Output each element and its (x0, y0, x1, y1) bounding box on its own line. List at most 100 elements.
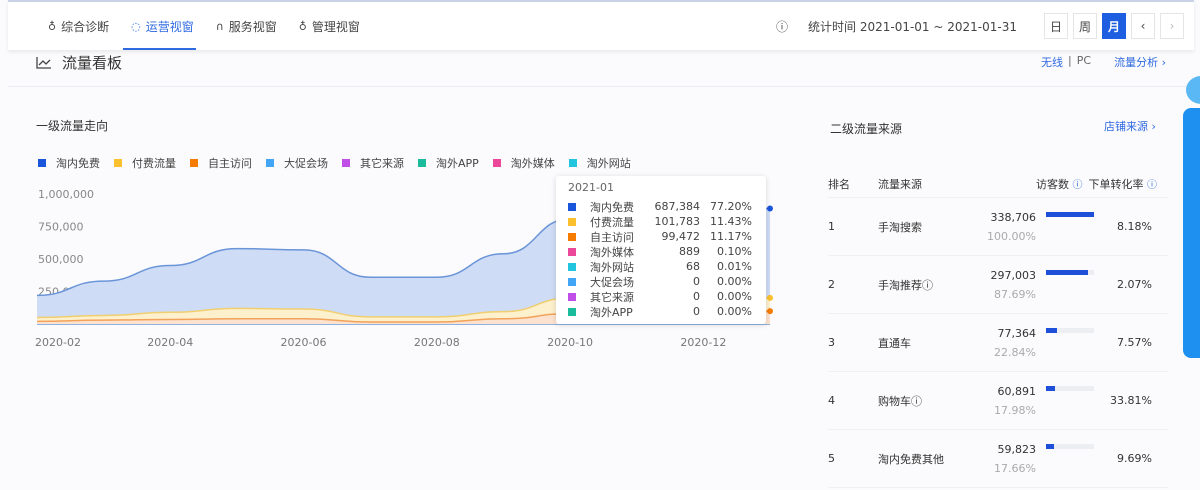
visitor-share: 22.84% (994, 346, 1036, 359)
visitors: 77,364 (997, 327, 1037, 340)
tooltip-series: 淘内免费 (590, 200, 634, 214)
table-row[interactable]: 1 手淘搜索 338,706 100.00% 8.18% (828, 198, 1168, 256)
visitor-bar (1046, 386, 1094, 391)
source-name: 直通车 (878, 336, 911, 350)
mascot-icon[interactable] (1186, 76, 1200, 104)
visitor-bar (1046, 328, 1094, 333)
legend-swatch (190, 159, 198, 167)
tab-3[interactable]: ♁ 管理视窗 (299, 2, 360, 50)
y-tick-label: 750,000 (38, 221, 84, 234)
visitor-bar (1046, 212, 1094, 217)
tooltip-value: 0 (693, 275, 700, 288)
tooltip-swatch (568, 247, 576, 256)
rank: 5 (828, 452, 835, 465)
top-nav-bar: ♁ 综合诊断 ◌ 运营视窗 ∩ 服务视窗 ♁ 管理视窗 ⓘ 统计时间 2021-01-01 ~… (8, 0, 1194, 50)
legend-item[interactable]: 大促会场 (266, 155, 328, 171)
x-tick-label: 2020-10 (547, 336, 593, 349)
legend-item[interactable]: 淘外网站 (568, 155, 631, 171)
device-pc-link[interactable]: PC (1076, 54, 1092, 67)
tooltip-value: 0 (693, 305, 700, 318)
legend-label: 其它来源 (360, 157, 404, 170)
col-conversion[interactable]: 下单转化率 ⓘ (1088, 177, 1158, 191)
legend-swatch (568, 159, 577, 167)
info-icon: ⓘ (922, 278, 933, 292)
x-tick-label: 2020-04 (147, 336, 193, 349)
tooltip-series: 其它来源 (590, 290, 634, 304)
shop-source-link[interactable]: 店铺来源 › (1104, 120, 1156, 133)
tooltip-value: 68 (686, 260, 700, 273)
chart-legend: 淘内免费 付费流量 自主访问 大促会场 其它来源 淘外APP 淘外媒体 淘外网站 (38, 155, 645, 171)
legend-item[interactable]: 其它来源 (342, 155, 404, 171)
visitor-share: 87.69% (994, 288, 1036, 301)
visitors: 297,003 (990, 269, 1037, 282)
next-period-button[interactable]: › (1160, 13, 1184, 39)
tooltip-pct: 11.17% (710, 230, 752, 243)
tooltip-row: 其它来源 0 0.00% (568, 289, 754, 304)
device-wireless-link[interactable]: 无线 (1041, 56, 1064, 69)
tab-label: 服务视窗 (228, 19, 277, 34)
legend-label: 淘外媒体 (510, 157, 555, 170)
x-tick-label: 2020-06 (281, 336, 327, 349)
tooltip-pct: 0.00% (717, 290, 752, 303)
tooltip-swatch (568, 277, 576, 286)
rank: 1 (828, 220, 835, 233)
col-rank: 排名 (828, 177, 850, 191)
tooltip-row: 付费流量 101,783 11.43% (568, 214, 754, 229)
rank: 4 (828, 394, 835, 407)
tooltip-value: 101,783 (654, 215, 701, 228)
device-separator: | (1068, 54, 1072, 67)
info-icon[interactable]: ⓘ (776, 19, 789, 34)
legend-item[interactable]: 淘外APP (418, 155, 479, 171)
tab-label: 运营视窗 (145, 19, 194, 34)
tooltip-row: 淘内免费 687,384 77.20% (568, 199, 754, 214)
tooltip-value: 0 (693, 290, 700, 303)
tooltip-swatch (568, 232, 576, 241)
tooltip-series: 淘外APP (590, 305, 633, 319)
tab-1[interactable]: ◌ 运营视窗 (123, 2, 196, 50)
legend-label: 淘外网站 (586, 157, 631, 170)
data-point (767, 308, 773, 315)
shield-icon: ◌ (131, 19, 141, 33)
legend-swatch (266, 159, 274, 167)
day-button[interactable]: 日 (1044, 13, 1068, 39)
table-row[interactable]: 3 直通车 77,364 22.84% 7.57% (828, 314, 1168, 372)
source-name: 购物车ⓘ (878, 394, 922, 408)
week-button[interactable]: 周 (1073, 13, 1097, 39)
y-tick-label: 500,000 (38, 253, 84, 266)
conversion-rate: 7.57% (1117, 336, 1152, 349)
legend-item[interactable]: 淘内免费 (38, 155, 100, 171)
visitor-share: 100.00% (987, 230, 1036, 243)
secondary-traffic-title: 二级流量来源 (830, 122, 903, 136)
tooltip-title: 2021-01 (568, 181, 614, 194)
table-header: 排名 流量来源 访客数 ⓘ 下单转化率 ⓘ (828, 170, 1168, 198)
table-row[interactable]: 4 购物车ⓘ 60,891 17.98% 33.81% (828, 372, 1168, 430)
conversion-rate: 9.69% (1117, 452, 1152, 465)
legend-item[interactable]: 付费流量 (114, 155, 176, 171)
legend-item[interactable]: 自主访问 (190, 155, 252, 171)
source-name: 手淘推荐ⓘ (878, 278, 933, 292)
date-controls: ⓘ 统计时间 2021-01-01 ~ 2021-01-31 日 周 月 ‹ › (776, 13, 1184, 39)
legend-swatch (418, 159, 426, 167)
view-tabs: ♁ 综合诊断 ◌ 运营视窗 ∩ 服务视窗 ♁ 管理视窗 (48, 2, 382, 50)
traffic-analysis-link[interactable]: 流量分析 › (1114, 56, 1166, 69)
col-source: 流量来源 (878, 177, 922, 191)
tooltip-series: 淘外媒体 (590, 245, 634, 259)
line-chart-icon (36, 56, 51, 69)
prev-period-button[interactable]: ‹ (1131, 13, 1155, 39)
visitors: 59,823 (997, 443, 1037, 456)
col-visitors[interactable]: 访客数 ⓘ (1036, 177, 1083, 191)
legend-item[interactable]: 淘外媒体 (492, 155, 555, 171)
tab-label: 综合诊断 (61, 19, 110, 34)
source-name: 手淘搜索 (878, 220, 922, 234)
month-button[interactable]: 月 (1102, 13, 1126, 39)
table-row[interactable]: 2 手淘推荐ⓘ 297,003 87.69% 2.07% (828, 256, 1168, 314)
tooltip-row: 淘外网站 68 0.01% (568, 259, 754, 274)
source-name: 淘内免费其他 (878, 452, 944, 466)
conversion-rate: 33.81% (1110, 394, 1152, 407)
tooltip-value: 687,384 (654, 200, 701, 213)
tab-0[interactable]: ♁ 综合诊断 (48, 2, 109, 50)
tab-2[interactable]: ∩ 服务视窗 (216, 2, 277, 50)
tooltip-pct: 0.01% (717, 260, 752, 273)
table-row[interactable]: 5 淘内免费其他 59,823 17.66% 9.69% (828, 430, 1168, 488)
floating-side-panel[interactable] (1183, 108, 1200, 358)
